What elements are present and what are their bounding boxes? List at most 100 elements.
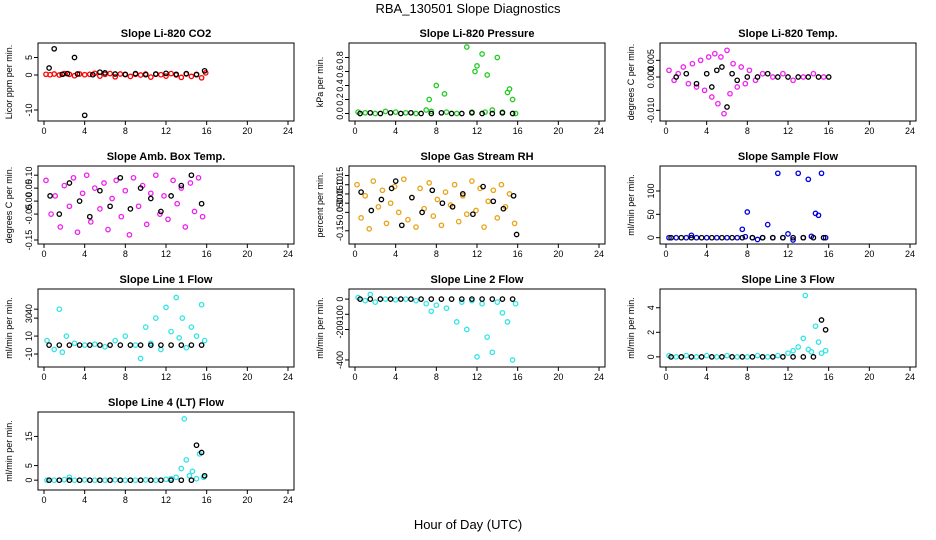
data-point (402, 296, 409, 302)
x-tick-label: 16 (824, 372, 834, 382)
data-point (147, 477, 154, 484)
data-point (400, 176, 407, 183)
data-point (433, 82, 440, 89)
data-point (443, 305, 450, 312)
x-tick-label: 0 (41, 249, 46, 259)
data-point (438, 109, 445, 116)
data-point (132, 477, 139, 484)
x-tick-label: 24 (594, 126, 604, 136)
data-point (56, 72, 63, 78)
data-point (198, 342, 205, 348)
data-point (142, 324, 149, 330)
data-point (387, 296, 394, 302)
data-point (746, 67, 753, 74)
data-point (764, 221, 771, 228)
x-tick-label: 4 (704, 126, 709, 136)
data-point (504, 319, 511, 325)
x-tick-label: 4 (82, 372, 87, 382)
data-point (135, 203, 142, 210)
data-point (810, 70, 817, 77)
series-magenta (43, 172, 206, 238)
y-tick-label: 0.05 (335, 185, 345, 203)
data-point (178, 465, 185, 472)
y-tick-label: 0.005 (646, 49, 656, 72)
data-point (377, 296, 384, 302)
x-tick-label: 16 (513, 249, 523, 259)
data-point (117, 477, 124, 484)
data-point (375, 203, 382, 210)
data-point (463, 326, 470, 333)
data-point (367, 296, 374, 302)
data-point (780, 354, 786, 360)
data-point (132, 70, 139, 77)
data-point (107, 477, 113, 484)
data-point (178, 477, 185, 484)
data-point (379, 187, 386, 194)
data-point (122, 71, 129, 78)
y-axis-label: ml/min per min. (4, 420, 14, 482)
data-point (453, 319, 460, 325)
x-tick-label: 8 (745, 372, 750, 382)
data-point (500, 205, 507, 212)
data-point (392, 178, 399, 184)
series-cyan (44, 416, 207, 484)
data-point (66, 342, 73, 348)
data-point (409, 194, 415, 201)
x-tick-label: 24 (905, 249, 915, 259)
data-point (418, 110, 424, 117)
data-point (195, 174, 202, 181)
data-point (474, 63, 480, 69)
series-cyan (355, 291, 519, 363)
data-point (708, 354, 715, 360)
data-point (423, 300, 430, 307)
data-point (163, 476, 169, 483)
data-point (201, 67, 208, 74)
x-tick-label: 4 (393, 126, 398, 136)
x-tick-label: 0 (41, 372, 46, 382)
chart-title: Slope Line 4 (LT) Flow (108, 397, 224, 409)
data-point (397, 110, 404, 117)
x-tick-label: 20 (242, 372, 252, 382)
data-point (52, 193, 59, 199)
y-tick-label: 0.10 (335, 176, 345, 194)
chart-title: Slope Amb. Box Temp. (107, 151, 226, 163)
data-point (127, 477, 134, 484)
data-point (451, 181, 458, 188)
data-point (152, 477, 159, 484)
data-point (688, 354, 695, 360)
data-point (102, 477, 108, 484)
data-point (112, 477, 119, 483)
data-point (727, 90, 733, 97)
data-point (61, 476, 68, 483)
data-point (805, 74, 812, 80)
data-point (81, 342, 88, 348)
x-tick-label: 0 (41, 126, 46, 136)
x-tick-label: 24 (594, 249, 604, 259)
data-point (715, 100, 721, 107)
data-point (413, 110, 419, 117)
data-point (87, 219, 94, 225)
x-tick-label: 12 (161, 495, 171, 505)
data-point (683, 352, 690, 359)
data-point (668, 234, 674, 241)
data-point (754, 352, 761, 359)
data-point (479, 300, 485, 307)
y-axis-label: ml/min per min. (315, 297, 325, 359)
data-point (790, 237, 796, 243)
data-point (178, 182, 185, 189)
data-point (372, 299, 379, 305)
data-point (168, 328, 174, 335)
data-point (428, 296, 435, 302)
y-tick-label: 0.6 (335, 65, 345, 78)
series-black (47, 172, 205, 220)
data-point (666, 67, 672, 74)
data-point (63, 333, 70, 339)
data-point (719, 64, 725, 70)
data-point (395, 209, 402, 216)
x-tick-label: 16 (824, 126, 834, 136)
data-point (810, 354, 817, 360)
data-point (489, 107, 496, 113)
data-point (430, 213, 437, 219)
